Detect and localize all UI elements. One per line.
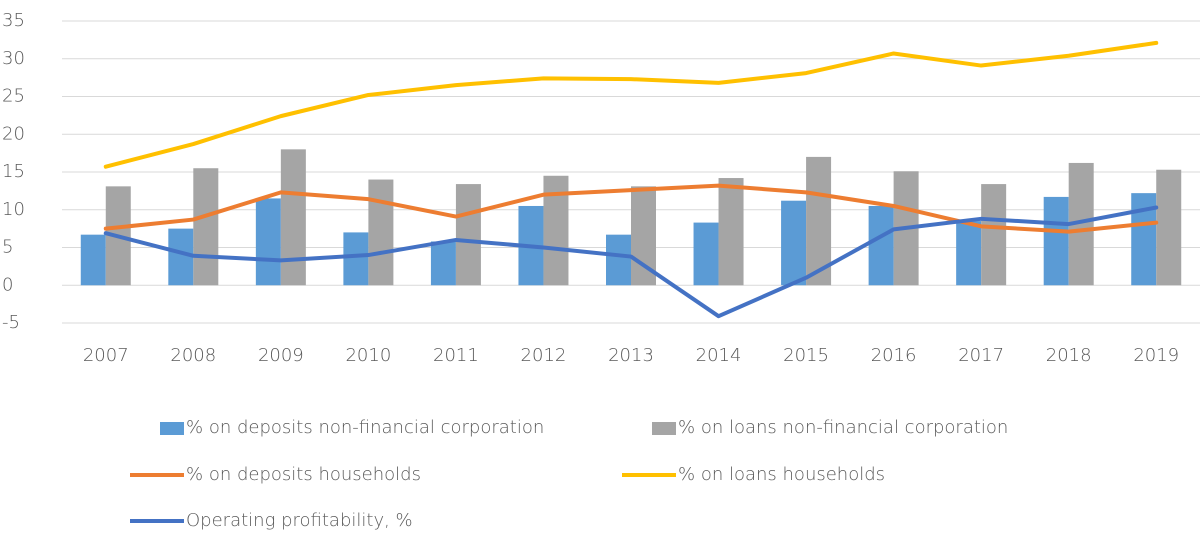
x-tick-label: 2014: [696, 345, 742, 366]
legend-label: % on deposits non-financial corporation: [186, 417, 544, 438]
bar: [368, 179, 394, 286]
y-tick-label: 5: [2, 237, 13, 258]
legend-label: % on deposits households: [186, 464, 421, 485]
bar: [981, 184, 1007, 286]
bar: [718, 178, 744, 286]
bar: [343, 232, 369, 286]
legend-label: % on loans households: [678, 464, 885, 485]
bar: [606, 234, 631, 286]
bar: [80, 234, 106, 286]
bar: [193, 168, 219, 286]
y-tick-label: 10: [2, 199, 25, 220]
y-tick-label: 20: [2, 123, 25, 144]
y-tick-label: 15: [2, 161, 25, 182]
x-tick-label: 2018: [1046, 345, 1092, 366]
bar: [1156, 169, 1182, 286]
bar: [1043, 196, 1069, 286]
line: [103, 183, 1159, 234]
bar: [168, 228, 194, 286]
x-tick-label: 2011: [433, 345, 479, 366]
line: [103, 40, 1159, 169]
x-tick-label: 2015: [783, 345, 829, 366]
bar: [806, 156, 832, 286]
x-tick-label: 2019: [1133, 345, 1179, 366]
y-tick-label: 25: [2, 86, 25, 107]
y-tick-label: 0: [2, 274, 13, 295]
y-tick-label: -5: [2, 312, 20, 333]
x-tick-label: 2007: [83, 345, 129, 366]
x-tick-label: 2008: [170, 345, 216, 366]
x-tick-label: 2012: [521, 345, 567, 366]
legend-label: % on loans non-financial corporation: [678, 417, 1008, 438]
bar: [781, 200, 807, 286]
bar: [868, 205, 894, 286]
x-tick-label: 2016: [871, 345, 917, 366]
bar: [693, 222, 719, 286]
legend-swatch: [652, 422, 676, 435]
x-tick-label: 2010: [345, 345, 391, 366]
bar: [455, 184, 481, 286]
legend-swatch: [160, 422, 184, 435]
bar: [956, 221, 982, 286]
bar: [255, 198, 281, 286]
bar: [280, 149, 306, 286]
legend-label: Operating profitability, %: [186, 510, 413, 531]
x-tick-label: 2013: [608, 345, 654, 366]
y-tick-label: 30: [2, 48, 25, 69]
line: [103, 205, 1159, 319]
bar: [430, 241, 456, 286]
x-tick-label: 2017: [958, 345, 1004, 366]
y-tick-label: 35: [2, 10, 25, 31]
x-tick-label: 2009: [258, 345, 304, 366]
